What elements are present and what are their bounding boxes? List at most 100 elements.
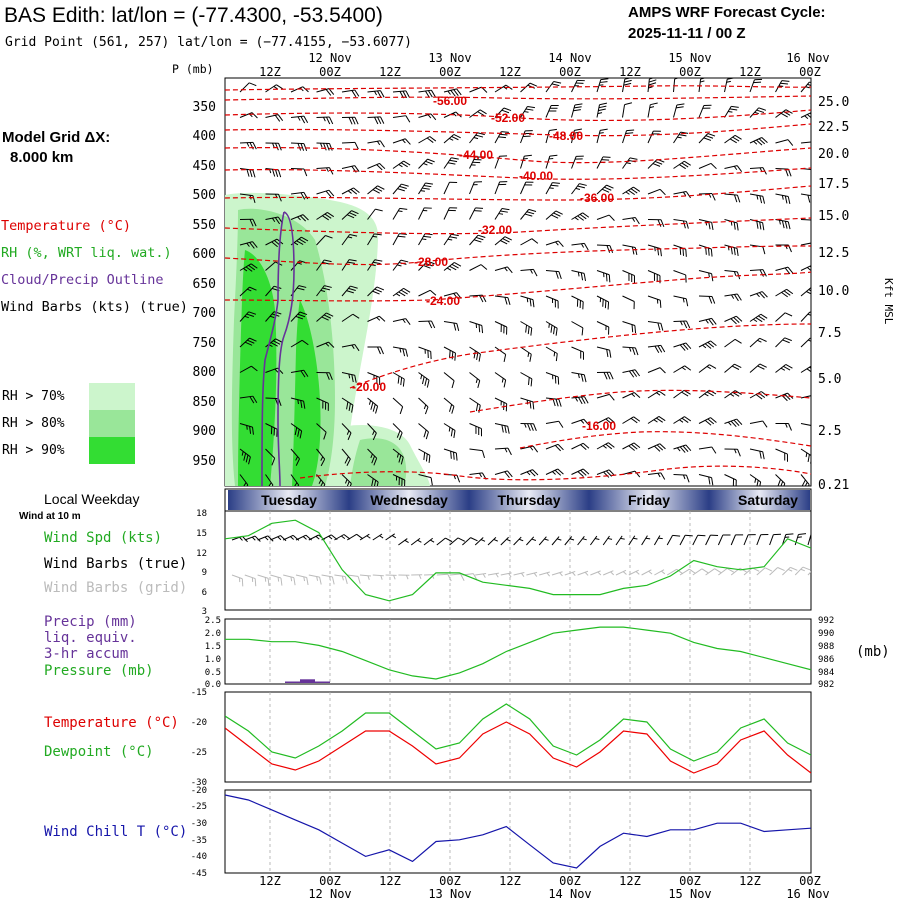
top-day-label: 12 Nov bbox=[308, 51, 351, 65]
contour-label: -32.00 bbox=[478, 223, 512, 237]
wind-barb bbox=[647, 443, 666, 452]
wind-barb bbox=[359, 533, 371, 541]
wind-barb bbox=[341, 259, 357, 271]
top-hour-label: 12Z bbox=[619, 65, 641, 79]
wind-barb bbox=[596, 128, 608, 144]
wind-barb bbox=[622, 186, 641, 196]
wind-barb-grid bbox=[577, 570, 589, 576]
wind-barb bbox=[622, 129, 635, 144]
weekday-cell bbox=[349, 490, 469, 510]
wind-barb bbox=[239, 218, 257, 227]
wind-barb bbox=[749, 107, 767, 118]
wind-barb bbox=[494, 107, 512, 118]
wind-barb bbox=[666, 534, 681, 546]
wind-barb bbox=[341, 233, 358, 246]
wind-barb bbox=[392, 115, 411, 123]
wind-barb bbox=[469, 234, 486, 246]
wind-barb bbox=[698, 162, 717, 170]
wind-barb bbox=[673, 270, 687, 283]
wind-barb bbox=[647, 270, 661, 284]
wind-barb bbox=[717, 534, 731, 546]
bottom-hour-labels: 12Z 00Z 12Z 00Z 12Z 00Z 12Z 00Z 12Z 00Z bbox=[259, 874, 821, 888]
wind-barb bbox=[392, 183, 409, 195]
wind-barb bbox=[673, 103, 685, 118]
wind-chill-panel-frame bbox=[224, 789, 812, 874]
weekday-label: Saturday bbox=[738, 492, 798, 508]
top-hour-label: 12Z bbox=[499, 65, 521, 79]
wind-barb bbox=[367, 448, 378, 466]
wind-barb bbox=[367, 315, 386, 322]
wind-barb bbox=[698, 295, 716, 304]
wind-barb bbox=[749, 137, 768, 146]
wind-barb bbox=[520, 445, 539, 453]
cycle-label: AMPS WRF Forecast Cycle: bbox=[628, 4, 826, 21]
isotherm bbox=[349, 323, 811, 389]
wind-barb bbox=[571, 155, 584, 169]
wind-barb-grid bbox=[449, 573, 465, 581]
wind-barb bbox=[341, 313, 360, 322]
wind-barb bbox=[769, 533, 781, 546]
dewpoint-line bbox=[225, 703, 811, 762]
pressure-tick-right: 982 bbox=[818, 680, 834, 690]
wind-barb bbox=[265, 84, 283, 93]
wind-chill-tick: -40 bbox=[191, 852, 207, 862]
wind-barb bbox=[673, 295, 689, 307]
wind-barb bbox=[596, 469, 615, 478]
pressure-tick-labels: 350 400 450 500 550 600 650 700 750 800 … bbox=[193, 100, 216, 469]
wind-barb bbox=[494, 181, 508, 195]
wind-barb bbox=[564, 536, 575, 546]
wind-barb bbox=[418, 158, 435, 169]
wind-barb bbox=[679, 534, 693, 546]
wind-barb bbox=[341, 210, 359, 220]
wind-barb bbox=[367, 286, 385, 297]
wind-barb-grid bbox=[270, 574, 283, 586]
wind-barb bbox=[698, 244, 713, 257]
wind-barb bbox=[647, 416, 666, 424]
wind-barb bbox=[775, 193, 791, 205]
wind-barb bbox=[647, 130, 661, 144]
wind-barb bbox=[571, 242, 589, 251]
rh80-swatch bbox=[89, 410, 135, 437]
wind-barb bbox=[392, 397, 404, 415]
pressure-tick: 500 bbox=[193, 188, 216, 203]
wind-barb bbox=[596, 244, 614, 254]
wind-barb bbox=[265, 474, 274, 486]
top-day-label: 16 Nov bbox=[786, 51, 829, 65]
height-tick-labels: 25.0 22.5 20.0 17.5 15.0 12.5 10.0 7.5 5… bbox=[818, 95, 849, 493]
wind-barb bbox=[462, 537, 478, 546]
weekday-label: Tuesday bbox=[261, 492, 317, 508]
wind-barb bbox=[316, 235, 333, 246]
wind-barb bbox=[571, 346, 584, 360]
wind-barb-grid bbox=[398, 574, 410, 580]
pressure-unit-label: (mb) bbox=[856, 644, 890, 660]
pressure-tick: 400 bbox=[193, 129, 216, 144]
wind-barb bbox=[316, 423, 327, 440]
wind-barb bbox=[622, 157, 638, 169]
wind-barb bbox=[724, 474, 737, 486]
wind-barbs-grid-label: Wind Barbs (grid) bbox=[44, 580, 187, 596]
wind-barb bbox=[316, 259, 332, 271]
wind-barb bbox=[647, 78, 657, 93]
wind-barb bbox=[545, 210, 563, 220]
wind-barb bbox=[367, 474, 379, 486]
isotherm bbox=[225, 147, 811, 164]
wind-barb bbox=[494, 266, 513, 274]
wind-barb-grid bbox=[756, 567, 773, 576]
wind-barb bbox=[520, 372, 533, 387]
wind-barb bbox=[724, 315, 743, 325]
wind-panel-frame bbox=[224, 510, 812, 611]
wind-barb bbox=[800, 394, 811, 399]
wind-barb bbox=[443, 448, 458, 461]
contour-label: -40.00 bbox=[519, 169, 553, 183]
wind-barb bbox=[622, 392, 641, 399]
wind-barb bbox=[494, 372, 507, 388]
pressure-tick: 600 bbox=[193, 247, 216, 262]
wind-barb bbox=[494, 295, 511, 306]
wind-barb bbox=[673, 444, 692, 453]
pressure-tick: 450 bbox=[193, 159, 216, 174]
weekday-cell bbox=[589, 490, 709, 510]
precip-bar bbox=[315, 681, 330, 683]
wind-barb bbox=[449, 537, 466, 546]
weekday-cell bbox=[709, 490, 810, 510]
